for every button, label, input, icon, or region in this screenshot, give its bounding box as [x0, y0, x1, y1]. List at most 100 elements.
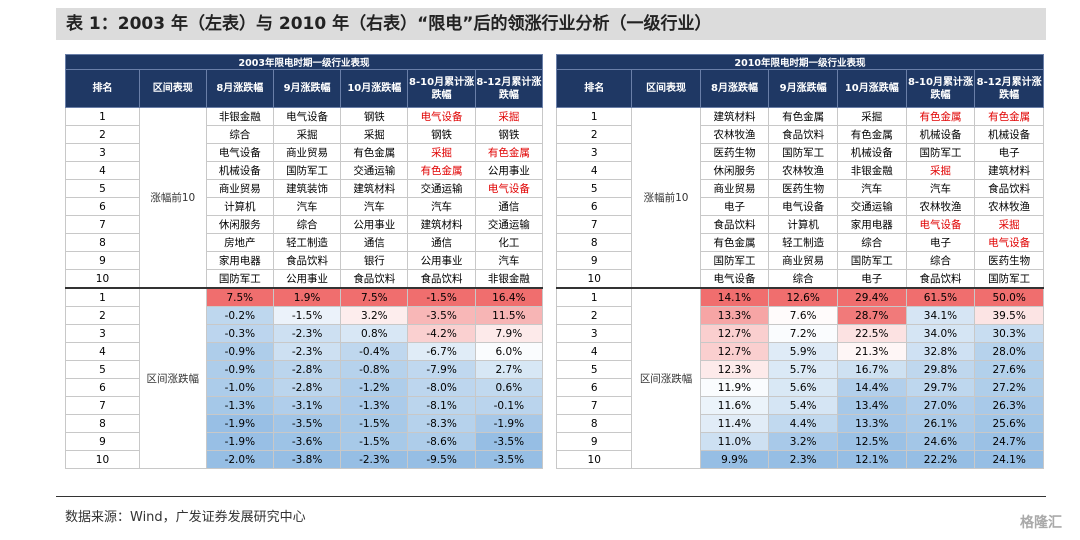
header-row: 排名 区间表现 8月涨跌幅 9月涨跌幅 10月涨跌幅 8-10月累计涨跌幅 8-12月累计涨… — [65, 69, 544, 108]
rank: 1 — [555, 107, 633, 126]
pct-row: 9 11.0% 3.2% 12.5% 24.6% 24.7% — [555, 432, 1044, 451]
industry: 采掘 — [974, 215, 1044, 234]
rank-row: 7 休闲服务 综合 公用事业 建筑材料 交通运输 — [65, 215, 544, 234]
rank: 2 — [65, 125, 140, 144]
pct-cell: 26.1% — [905, 414, 976, 433]
header-row: 排名 区间表现 8月涨跌幅 9月涨跌幅 10月涨跌幅 8-10月累计涨跌幅 8-12月累计涨… — [555, 69, 1044, 108]
pct-cell: 26.3% — [974, 396, 1044, 415]
pct-row: 6 -1.0% -2.8% -1.2% -8.0% 0.6% — [65, 378, 544, 397]
industry: 有色金属 — [836, 125, 907, 144]
pct-cell: -1.5% — [340, 414, 409, 433]
column-header: 8-12月累计涨跌幅 — [974, 69, 1044, 108]
pct-cell: 14.4% — [836, 378, 907, 397]
industry: 国防军工 — [974, 269, 1044, 289]
industry: 采掘 — [407, 143, 476, 162]
rank: 10 — [555, 450, 633, 469]
industry: 采掘 — [474, 107, 544, 126]
industry: 综合 — [905, 251, 976, 270]
rank: 7 — [65, 215, 140, 234]
table-2010: 2010年限电时期一级行业表现 排名 区间表现 8月涨跌幅 9月涨跌幅 10月涨跌幅 8-1… — [555, 54, 1044, 469]
pct-cell: 28.7% — [836, 306, 907, 325]
table-caption: 2003年限电时期一级行业表现 — [65, 54, 543, 70]
rank: 5 — [65, 179, 140, 198]
pct-cell: 12.6% — [768, 287, 838, 307]
pct-cell: -1.9% — [474, 414, 544, 433]
industry: 机械设备 — [905, 125, 976, 144]
pct-cell: 12.3% — [699, 360, 770, 379]
column-header: 8月涨跌幅 — [699, 69, 770, 108]
group-label: 区间涨跌幅 — [138, 287, 207, 469]
industry: 通信 — [407, 233, 476, 252]
pct-cell: 34.1% — [905, 306, 976, 325]
pct-cell: 11.0% — [699, 432, 770, 451]
pct-row: 10 -2.0% -3.8% -2.3% -9.5% -3.5% — [65, 450, 544, 469]
pct-cell: 25.6% — [974, 414, 1044, 433]
industry: 公用事业 — [407, 251, 476, 270]
pct-cell: -8.3% — [407, 414, 476, 433]
industry: 农林牧渔 — [974, 197, 1044, 216]
pct-cell: 7.6% — [768, 306, 838, 325]
industry: 食品饮料 — [699, 215, 770, 234]
industry: 汽车 — [407, 197, 476, 216]
industry: 食品饮料 — [272, 251, 342, 270]
pct-cell: -9.5% — [407, 450, 476, 469]
pct-cell: 3.2% — [340, 306, 409, 325]
rank: 8 — [65, 414, 140, 433]
pct-cell: 24.1% — [974, 450, 1044, 469]
pct-cell: 7.5% — [340, 287, 409, 307]
industry: 有色金属 — [340, 143, 409, 162]
pct-cell: 16.7% — [836, 360, 907, 379]
industry: 非银金融 — [205, 107, 274, 126]
industry: 建筑材料 — [340, 179, 409, 198]
pct-cell: -0.3% — [205, 324, 274, 343]
pct-cell: 3.2% — [768, 432, 838, 451]
pct-cell: 34.0% — [905, 324, 976, 343]
rank: 1 — [555, 287, 633, 307]
pct-row: 4 12.7% 5.9% 21.3% 32.8% 28.0% — [555, 342, 1044, 361]
rank: 2 — [555, 125, 633, 144]
industry: 汽车 — [272, 197, 342, 216]
pct-cell: -0.9% — [205, 360, 274, 379]
pct-cell: -0.9% — [205, 342, 274, 361]
pct-cell: 30.3% — [974, 324, 1044, 343]
industry: 医药生物 — [768, 179, 838, 198]
pct-cell: 12.5% — [836, 432, 907, 451]
column-header: 8-10月累计涨跌幅 — [407, 69, 476, 108]
rank-row: 9 国防军工 商业贸易 国防军工 综合 医药生物 — [555, 251, 1044, 270]
pct-cell: -1.5% — [340, 432, 409, 451]
rank: 9 — [65, 251, 140, 270]
industry: 房地产 — [205, 233, 274, 252]
rank-row: 5 商业贸易 医药生物 汽车 汽车 食品饮料 — [555, 179, 1044, 198]
industry: 计算机 — [768, 215, 838, 234]
rank: 2 — [65, 306, 140, 325]
industry: 采掘 — [340, 125, 409, 144]
industry: 化工 — [474, 233, 544, 252]
industry: 国防军工 — [905, 143, 976, 162]
pct-cell: 27.2% — [974, 378, 1044, 397]
industry: 采掘 — [836, 107, 907, 126]
watermark: 格隆汇 — [1020, 515, 1062, 531]
pct-cell: 5.9% — [768, 342, 838, 361]
pct-cell: 13.3% — [699, 306, 770, 325]
rank: 10 — [555, 269, 633, 289]
pct-cell: -1.3% — [340, 396, 409, 415]
rank: 8 — [555, 233, 633, 252]
industry: 国防军工 — [699, 251, 770, 270]
pct-row: 2 -0.2% -1.5% 3.2% -3.5% 11.5% — [65, 306, 544, 325]
industry: 轻工制造 — [768, 233, 838, 252]
column-header: 8-10月累计涨跌幅 — [905, 69, 976, 108]
industry: 钢铁 — [340, 107, 409, 126]
pct-cell: 12.7% — [699, 342, 770, 361]
pct-cell: 7.2% — [768, 324, 838, 343]
pct-row: 1 区间涨跌幅 14.1% 12.6% 29.4% 61.5% 50.0% — [555, 287, 1044, 469]
industry: 农林牧渔 — [699, 125, 770, 144]
pct-cell: 7.5% — [205, 287, 274, 307]
pct-cell: 22.2% — [905, 450, 976, 469]
pct-cell: -3.5% — [272, 414, 342, 433]
rank: 4 — [555, 342, 633, 361]
rank-row: 1 涨幅前10 建筑材料 有色金属 采掘 有色金属 有色金属 — [555, 107, 1044, 289]
caption-row: 2003年限电时期一级行业表现 — [65, 54, 543, 70]
rank: 8 — [65, 233, 140, 252]
industry: 建筑材料 — [407, 215, 476, 234]
rank-row: 8 有色金属 轻工制造 综合 电子 电气设备 — [555, 233, 1044, 252]
